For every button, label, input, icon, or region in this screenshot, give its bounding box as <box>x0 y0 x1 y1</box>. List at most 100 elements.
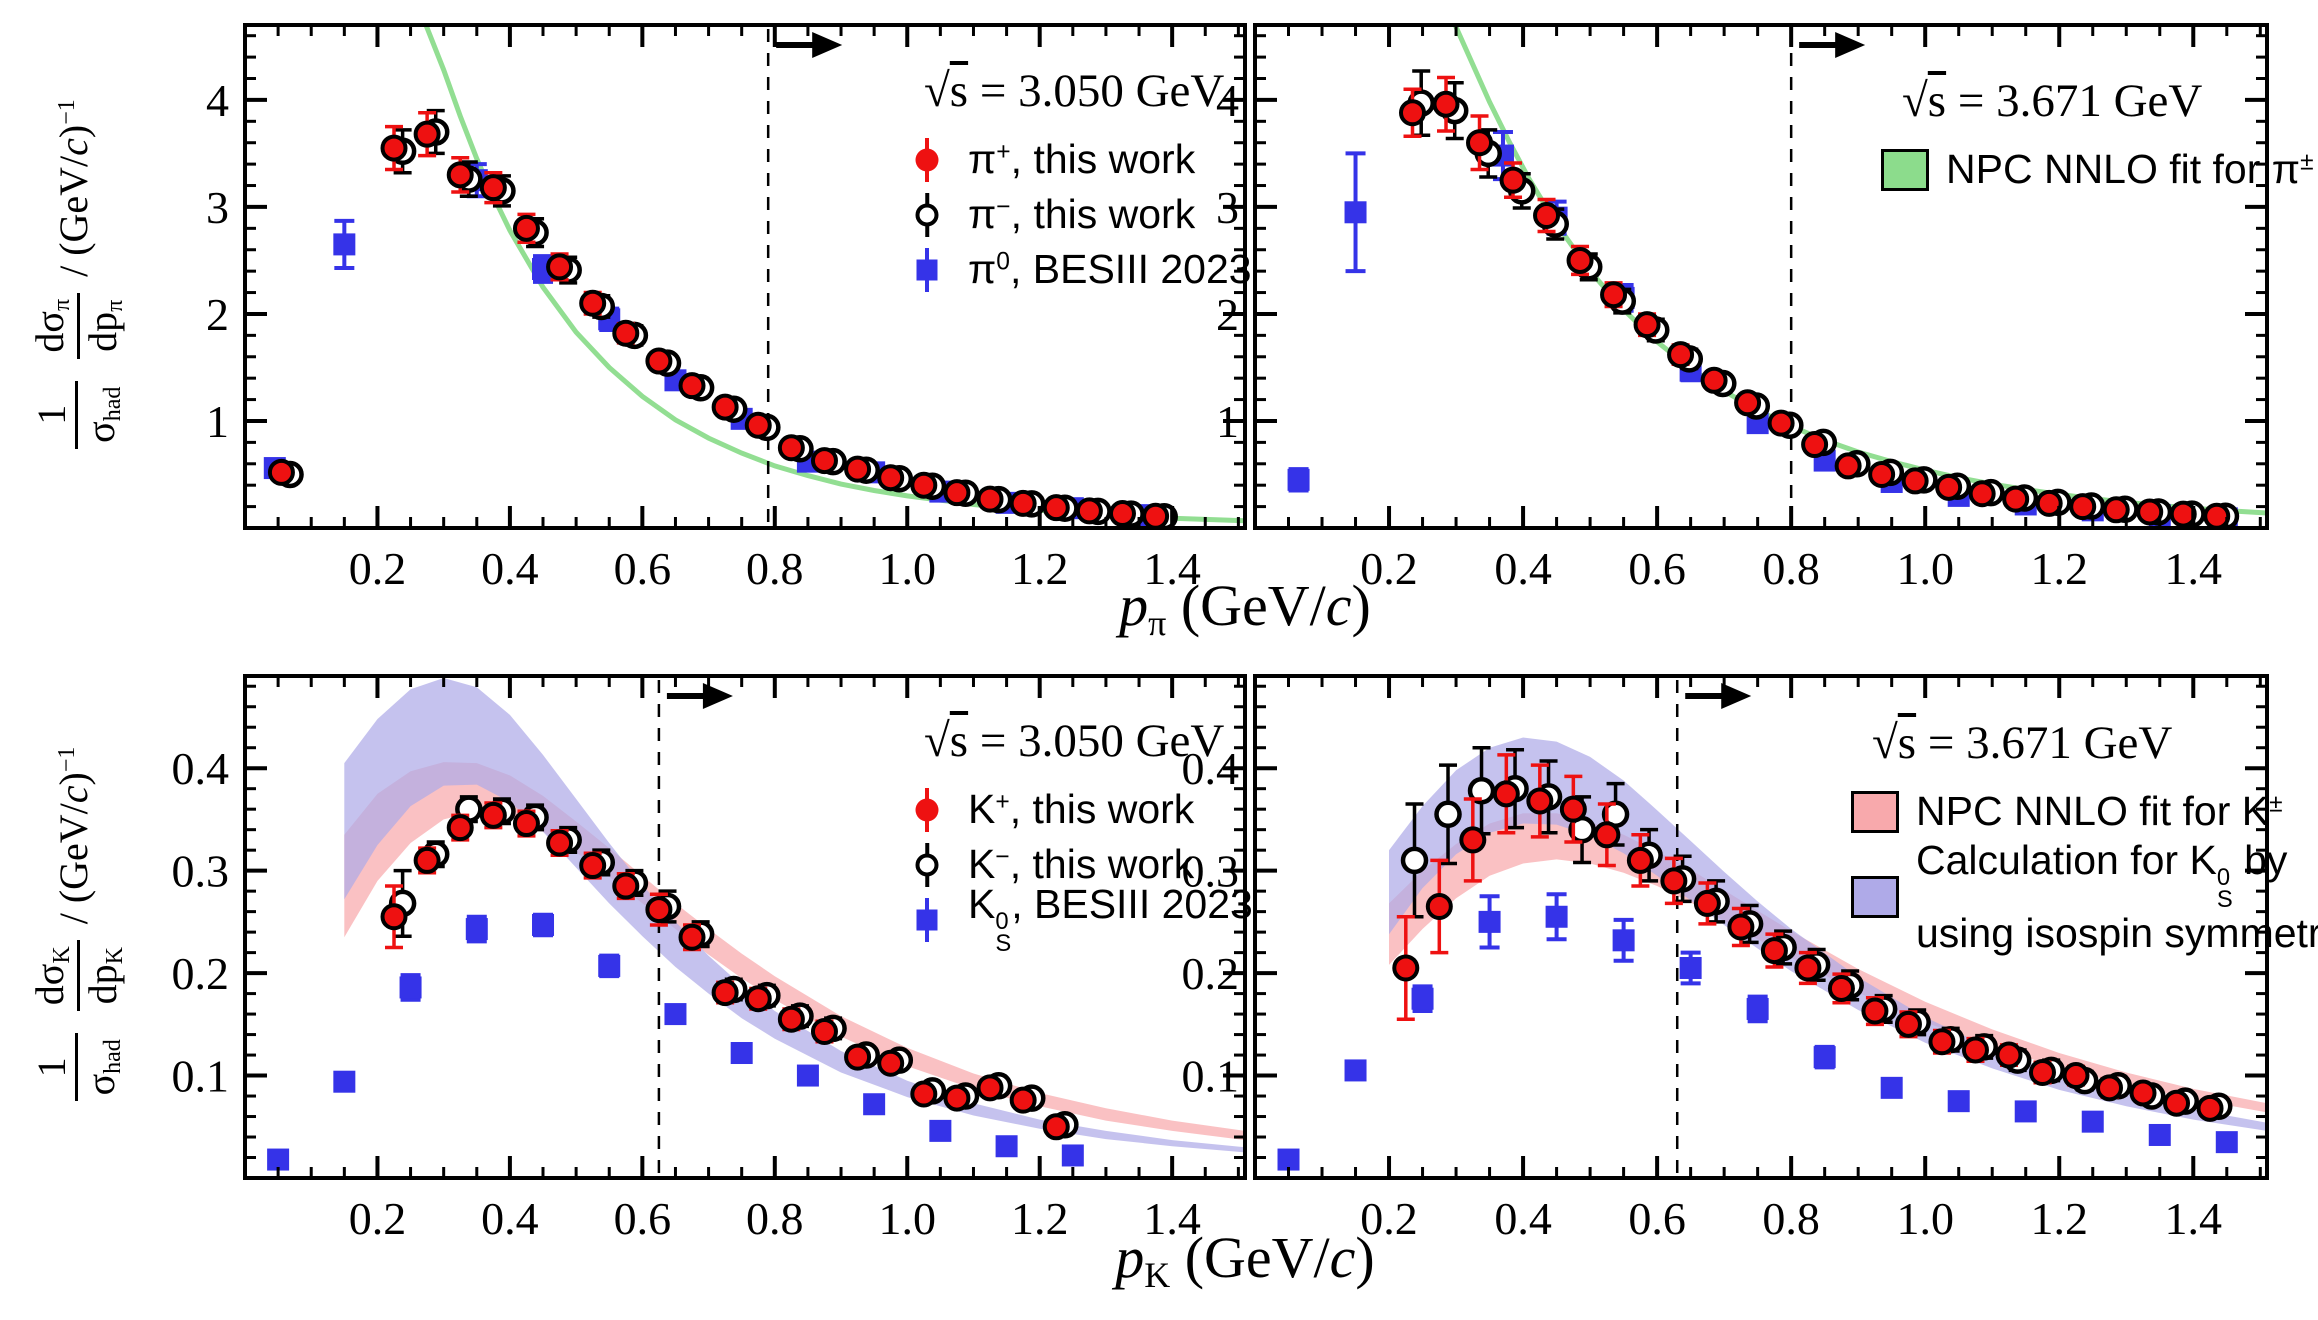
data-point-square <box>2081 1110 2104 1133</box>
data-point-filled-circle <box>2203 502 2231 528</box>
data-point-filled-circle <box>1526 787 1554 815</box>
x-tick-label: 0.8 <box>1762 543 1820 594</box>
y-tick-label: 3 <box>206 182 229 233</box>
data-point-filled-circle <box>1995 1041 2023 1069</box>
legend-item-square-blue: π0, BESIII 2023 <box>898 242 1252 297</box>
data-point-open-circle <box>1434 800 1462 829</box>
tick-labels: 0.2 0.4 0.6 0.8 1.0 1.2 1.4 0.1 0.2 0.3 0.4 <box>1182 743 2223 1244</box>
data-point-filled-circle <box>2069 493 2097 521</box>
data-point-filled-circle <box>612 872 640 900</box>
data-point-filled-circle <box>1142 502 1170 528</box>
circle-open-icon <box>898 188 956 242</box>
data-point-square <box>1679 956 1702 979</box>
data-point-filled-circle <box>2129 1079 2157 1107</box>
y-tick-label: 2 <box>206 289 229 340</box>
square-blue-icon <box>898 893 956 947</box>
data-point-square <box>267 1148 290 1171</box>
data-point-filled-circle <box>1392 954 1420 982</box>
series-square-blue <box>267 912 1084 1171</box>
data-point-filled-circle <box>1633 311 1661 339</box>
data-point-filled-circle <box>943 479 971 507</box>
data-point-filled-circle <box>1075 497 1103 525</box>
data-point-filled-circle <box>1600 281 1628 309</box>
panel-frame <box>243 23 1247 530</box>
data-point-filled-circle <box>1499 166 1527 194</box>
x-tick-label: 1.2 <box>1011 1193 1069 1244</box>
legend-pi-3050: √s = 3.050 GeV π+, this work π−, this work… <box>898 64 1252 297</box>
data-point-square <box>1344 1059 1367 1082</box>
y-tick-label: 1 <box>206 396 229 447</box>
data-point-filled-circle <box>512 810 540 838</box>
data-point-filled-circle <box>1566 246 1594 274</box>
data-point-open-circle <box>1400 846 1429 875</box>
dot-red-icon <box>898 133 956 187</box>
x-tick-label: 0.4 <box>1494 543 1552 594</box>
axis-ticks <box>245 676 1245 1178</box>
data-point-square <box>1344 201 1367 224</box>
y-tick-label: 1 <box>1216 396 1239 447</box>
data-point-filled-circle <box>711 979 739 1007</box>
data-point-filled-circle <box>413 846 441 874</box>
data-point-filled-circle <box>2136 498 2164 526</box>
data-point-filled-circle <box>877 464 905 492</box>
data-point-filled-circle <box>1801 431 1829 459</box>
x-tick-label: 1.4 <box>1143 1193 1201 1244</box>
legend-item-label: π+, this work <box>968 135 1196 182</box>
data-point-filled-circle <box>1593 821 1621 849</box>
panel-frame <box>1253 674 2269 1180</box>
data-point-filled-circle <box>976 485 1004 513</box>
circle-open-icon <box>898 838 956 892</box>
data-point-filled-circle <box>1667 341 1695 369</box>
data-point-square <box>1813 1046 1836 1069</box>
legend-item-box-green: NPC NNLO fit for π± <box>1876 142 2314 197</box>
data-point-filled-circle <box>645 347 673 375</box>
data-point-square <box>2148 1123 2171 1146</box>
tick-labels: 0.2 0.4 0.6 0.8 1.0 1.2 1.4 0.1 0.2 0.3 0.4 <box>172 743 1201 1244</box>
legend-k-3050: √s = 3.050 GeV K+, this work K−, this work… <box>898 714 1253 956</box>
data-point-open-circle <box>1467 776 1496 805</box>
data-point-filled-circle <box>1861 997 1889 1025</box>
panel-frame <box>1253 23 2269 530</box>
series-filled-circle-red <box>1392 753 2224 1122</box>
data-point-filled-circle <box>678 923 706 951</box>
x-tick-label: 1.2 <box>1011 543 1069 594</box>
y-tick-label: 0.3 <box>1182 846 1240 897</box>
legend-item-circle-open: π−, this work <box>898 187 1252 242</box>
data-point-filled-circle <box>512 214 540 242</box>
x-tick-label: 0.2 <box>349 543 407 594</box>
x-tick-label: 1.2 <box>2030 1193 2088 1244</box>
square-blue-icon <box>898 243 956 297</box>
right-arrow-icon <box>666 683 733 709</box>
tick-labels: 0.2 0.4 0.6 0.8 1.0 1.2 1.4 1 2 3 4 <box>206 75 1201 594</box>
x-tick-label: 1.0 <box>1896 1193 1954 1244</box>
y-tick-label: 0.2 <box>1182 948 1240 999</box>
data-point-filled-circle <box>579 852 607 880</box>
series-filled-circle-red <box>380 801 1070 1141</box>
data-point-square <box>2014 1100 2037 1123</box>
legend-pi-3671: √s = 3.671 GeV NPC NNLO fit for π± <box>1876 74 2314 197</box>
data-point-filled-circle <box>546 253 574 281</box>
data-point-square <box>1061 1144 1084 1167</box>
data-point-square <box>1277 1148 1300 1171</box>
data-point-filled-circle <box>2035 489 2063 517</box>
x-tick-label: 0.8 <box>746 543 804 594</box>
x-axis-title-pi: pπ (GeV/c) <box>1119 573 1371 644</box>
data-point-filled-circle <box>877 1049 905 1077</box>
data-point-filled-circle <box>446 161 474 189</box>
data-point-filled-circle <box>380 134 408 162</box>
legend-k-3671: √s = 3.671 GeV NPC NNLO fit for K± Calcula… <box>1846 716 2318 955</box>
data-point-filled-circle <box>1894 1010 1922 1038</box>
right-arrow-icon <box>776 32 843 58</box>
data-point-filled-circle <box>1767 409 1795 437</box>
legend-item-label: π−, this work <box>968 190 1196 237</box>
data-point-filled-circle <box>579 289 607 317</box>
legend-item-box-pink: NPC NNLO fit for K± <box>1846 784 2318 839</box>
data-point-filled-circle <box>380 903 408 931</box>
legend-item-label: NPC NNLO fit for π± <box>1946 145 2314 192</box>
data-point-square <box>399 976 422 999</box>
legend-item-label: K−, this work <box>968 840 1195 887</box>
box-green-icon <box>1876 143 1934 197</box>
